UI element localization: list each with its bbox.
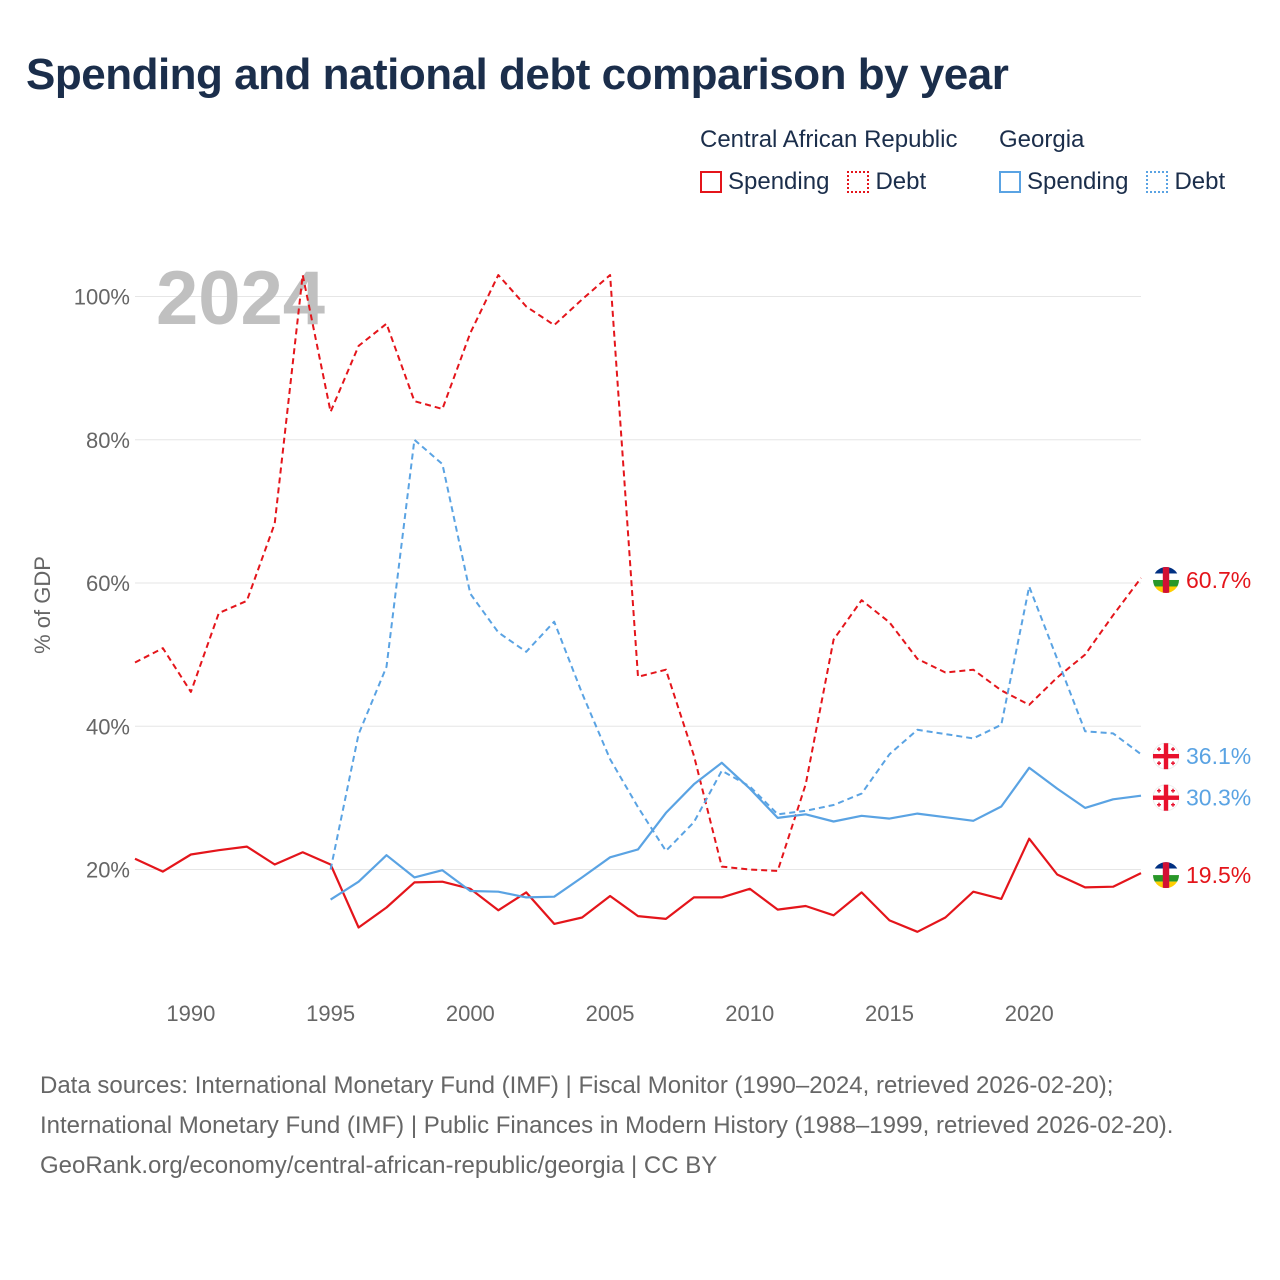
x-tick-label-2015: 2015 [865, 1001, 914, 1026]
flag-icon-car-spending [1153, 862, 1179, 889]
legend-car-spending-label: Spending [728, 168, 830, 195]
sources-link[interactable]: GeoRank.org/economy/central-african-repu… [40, 1152, 718, 1179]
chart-title: Spending and national debt comparison by… [26, 50, 1009, 99]
x-tick-label-1990: 1990 [166, 1001, 215, 1026]
sources-text: Data sources: International Monetary Fun… [40, 1072, 1174, 1139]
legend-group-car-name: Central African Republic [700, 126, 958, 153]
legend-car-debt-label: Debt [875, 168, 927, 195]
legend-georgia-debt[interactable]: Debt [1146, 168, 1225, 196]
legend-group-georgia: Georgia Spending Debt [999, 124, 1243, 198]
flag-icon-georgia-spending [1152, 784, 1180, 812]
legend-georgia-debt-label: Debt [1174, 168, 1226, 195]
x-tick-label-2010: 2010 [725, 1001, 774, 1026]
end-label-georgia-debt: 36.1% [1186, 743, 1251, 769]
flag-icon-georgia-debt [1152, 742, 1180, 770]
legend-group-car: Central African Republic Spending Debt [700, 124, 957, 198]
x-tick-label-2020: 2020 [1005, 1001, 1054, 1026]
legend-georgia-spending-label: Spending [1027, 168, 1129, 195]
y-tick-label-100: 100% [74, 285, 130, 310]
legend-car-spending-swatch [700, 171, 722, 193]
end-label-georgia-spending: 30.3% [1186, 785, 1251, 811]
y-tick-label-60: 60% [86, 571, 130, 596]
legend-georgia-spending[interactable]: Spending [999, 168, 1128, 196]
year-watermark: 2024 [156, 256, 325, 341]
sources-block: Data sources: International Monetary Fun… [40, 1066, 1240, 1186]
line-chart: 20% 40% 60% 80% 100% 1990 1995 2000 2005 2010 2015… [30, 256, 1251, 1026]
series-line-car-debt [134, 274, 1142, 872]
x-tick-label-2000: 2000 [446, 1001, 495, 1026]
series-line-car-spending [134, 837, 1142, 933]
y-axis-label: % of GDP [30, 556, 55, 654]
end-label-car-spending: 19.5% [1186, 862, 1251, 888]
legend-georgia-debt-swatch [1146, 171, 1169, 193]
y-tick-label-80: 80% [86, 428, 130, 453]
y-tick-label-40: 40% [86, 714, 130, 739]
end-label-car-debt: 60.7% [1186, 567, 1251, 593]
legend-car-spending[interactable]: Spending [700, 168, 829, 196]
x-tick-label-2005: 2005 [586, 1001, 635, 1026]
x-tick-label-1995: 1995 [306, 1001, 355, 1026]
flag-icon-car-debt [1153, 566, 1179, 593]
legend-georgia-spending-swatch [999, 171, 1021, 193]
legend-group-georgia-name: Georgia [999, 126, 1085, 153]
series-line-georgia-spending [330, 761, 1142, 901]
y-tick-label-20: 20% [86, 858, 130, 883]
series-line-georgia-debt [329, 438, 1142, 870]
legend-car-debt[interactable]: Debt [847, 168, 926, 196]
legend-car-debt-swatch [847, 171, 870, 193]
